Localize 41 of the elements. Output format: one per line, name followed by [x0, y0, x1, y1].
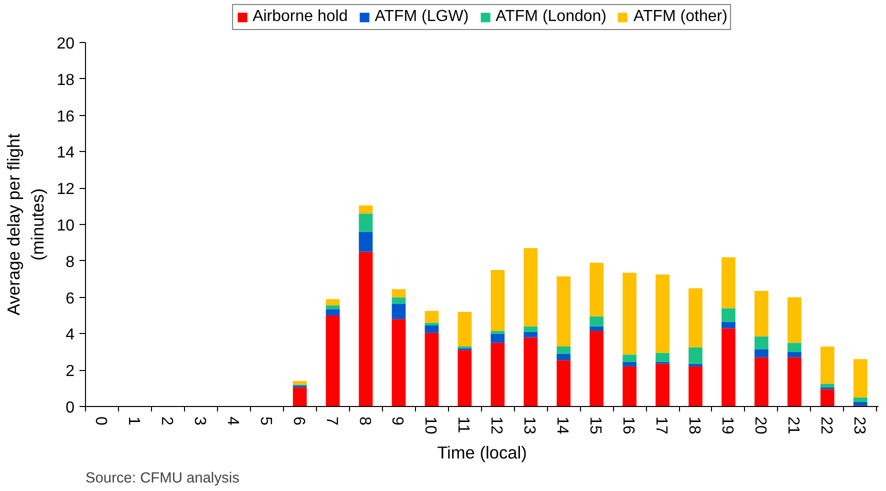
x-tick-label: 19	[718, 416, 736, 434]
x-tick-label: 2	[158, 416, 175, 426]
y-tick-label: 16	[56, 108, 75, 126]
x-tick-label: 17	[652, 416, 670, 434]
x-tick-label: 7	[322, 416, 340, 426]
x-tick-label: 21	[784, 416, 802, 434]
x-tick-label: 23	[850, 416, 868, 434]
x-tick-label: 3	[190, 416, 208, 426]
x-tick-label: 15	[586, 416, 604, 434]
x-tick-label: 5	[256, 416, 274, 426]
legend-label: ATFM (LGW)	[374, 8, 469, 26]
x-tick-label: 22	[817, 416, 834, 434]
x-tick-label: 16	[620, 416, 637, 434]
source-note: Source: CFMU analysis	[86, 470, 240, 486]
y-tick-label: 8	[66, 254, 75, 271]
x-tick-label: 18	[686, 416, 702, 434]
x-tick-label: 9	[388, 416, 406, 426]
x-tick-label: 8	[356, 416, 373, 426]
x-axis-title: Time (local)	[437, 442, 527, 462]
x-tick-label: 11	[454, 416, 472, 434]
y-axis-title: Average delay per flight (minutes)	[4, 133, 48, 316]
x-tick-label: 6	[290, 416, 307, 426]
x-tick-label: 14	[554, 416, 571, 434]
y-tick-label: 10	[56, 218, 75, 234]
y-tick-label: 4	[66, 326, 75, 344]
y-tick-label: 18	[56, 72, 75, 89]
y-tick-label: 20	[56, 36, 75, 52]
x-tick-label: 12	[488, 416, 505, 434]
y-tick-label: 12	[56, 181, 75, 198]
legend-label: ATFM (other)	[634, 8, 728, 26]
x-tick-label: 10	[422, 416, 439, 434]
x-tick-label: 13	[520, 416, 538, 434]
x-tick-label: 4	[224, 416, 241, 426]
y-tick-label: 6	[66, 290, 75, 308]
y-tick-label: 2	[66, 363, 75, 380]
legend-label: Airborne hold	[252, 8, 348, 26]
x-tick-label: 20	[751, 416, 768, 434]
x-tick-label: 0	[92, 416, 109, 426]
legend-label: ATFM (London)	[496, 8, 606, 26]
x-tick-label: 1	[124, 416, 142, 426]
y-tick-label: 14	[56, 144, 75, 162]
